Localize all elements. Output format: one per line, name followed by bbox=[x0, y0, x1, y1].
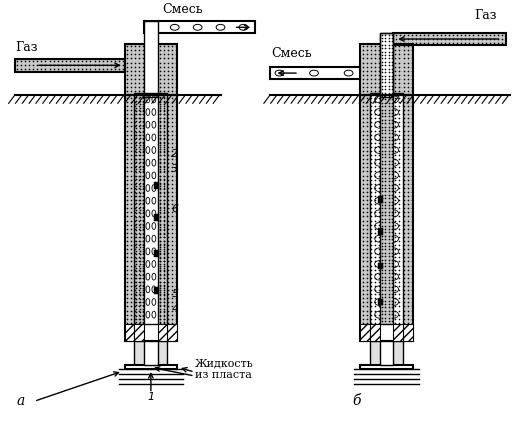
Bar bbox=[125, 44, 177, 95]
Bar bbox=[134, 95, 167, 324]
Bar bbox=[361, 44, 413, 95]
Text: из пласта: из пласта bbox=[195, 370, 252, 380]
Text: 1: 1 bbox=[147, 393, 154, 402]
Text: 3: 3 bbox=[171, 163, 179, 174]
Bar bbox=[380, 33, 393, 324]
Bar bbox=[361, 95, 413, 341]
Text: Газ: Газ bbox=[474, 9, 497, 22]
Bar bbox=[144, 22, 255, 33]
Bar bbox=[378, 298, 383, 305]
Bar bbox=[125, 324, 134, 341]
Bar bbox=[378, 197, 383, 203]
Bar bbox=[378, 228, 383, 235]
Bar bbox=[167, 324, 177, 341]
Bar bbox=[393, 324, 403, 341]
Bar bbox=[378, 263, 383, 269]
Bar bbox=[380, 33, 393, 324]
Bar bbox=[134, 324, 144, 341]
Bar bbox=[361, 44, 413, 95]
Bar bbox=[370, 92, 403, 341]
Bar bbox=[361, 95, 413, 324]
Bar bbox=[270, 67, 361, 79]
Text: Газ: Газ bbox=[16, 40, 38, 54]
Text: Смесь: Смесь bbox=[163, 3, 203, 15]
Bar bbox=[157, 324, 167, 341]
Bar bbox=[15, 59, 125, 72]
Bar bbox=[134, 341, 167, 366]
Bar bbox=[144, 92, 157, 324]
Bar bbox=[361, 366, 413, 369]
Bar bbox=[125, 95, 177, 324]
Bar bbox=[134, 92, 167, 341]
Bar bbox=[125, 366, 177, 369]
Bar bbox=[380, 33, 393, 98]
Bar bbox=[144, 92, 157, 324]
Text: 5: 5 bbox=[171, 289, 179, 299]
Text: 4: 4 bbox=[171, 304, 179, 314]
Bar bbox=[403, 324, 413, 341]
Bar bbox=[154, 182, 159, 188]
Bar bbox=[154, 250, 159, 257]
Text: Смесь: Смесь bbox=[271, 47, 312, 61]
Bar bbox=[144, 22, 157, 98]
Bar bbox=[154, 214, 159, 221]
Bar bbox=[370, 324, 380, 341]
Bar bbox=[15, 59, 125, 72]
Text: Жидкость: Жидкость bbox=[195, 358, 253, 368]
Bar bbox=[125, 95, 177, 341]
Bar bbox=[361, 324, 370, 341]
Text: 2: 2 bbox=[171, 149, 179, 159]
Bar bbox=[370, 92, 403, 324]
Bar bbox=[154, 287, 159, 294]
Text: б: б bbox=[353, 394, 361, 408]
Text: 6: 6 bbox=[171, 204, 179, 215]
Bar bbox=[370, 341, 403, 366]
Text: a: a bbox=[17, 394, 25, 408]
Bar bbox=[144, 341, 157, 366]
Bar bbox=[393, 33, 507, 45]
Bar bbox=[393, 33, 507, 45]
Bar bbox=[380, 341, 393, 366]
Bar bbox=[125, 44, 177, 95]
